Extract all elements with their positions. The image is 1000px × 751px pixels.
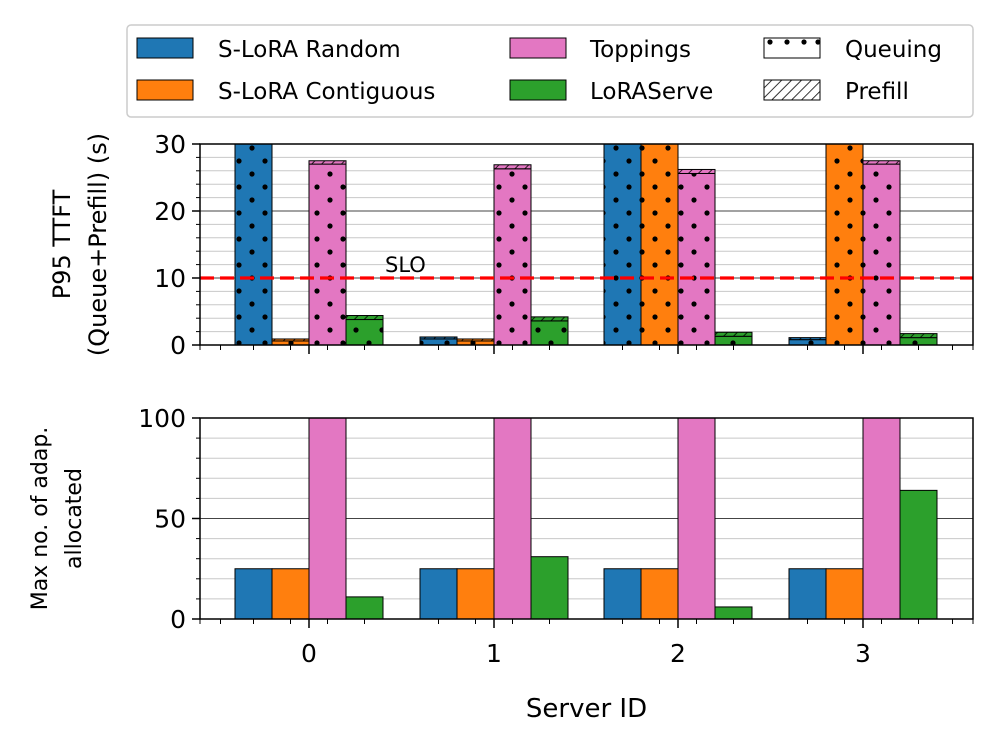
legend-swatch-prefill [763, 79, 821, 101]
legend-label-s-lora-contiguous: S-LoRA Contiguous [218, 79, 435, 105]
legend-swatch-s-lora-contiguous [136, 79, 194, 101]
legend-label-prefill: Prefill [845, 79, 909, 105]
bar [825, 568, 864, 620]
legend-label-queuing: Queuing [845, 37, 942, 63]
y-axis-label: allocated [62, 468, 87, 569]
bar-queuing-dots [420, 338, 457, 345]
bar [530, 556, 569, 620]
bar [271, 568, 310, 620]
bar-prefill-hatch [420, 336, 457, 339]
bar-prefill-hatch [494, 164, 531, 169]
bar-queuing-dots [272, 340, 309, 345]
x-axis-label: Server ID [526, 694, 647, 724]
bar-prefill-hatch [457, 338, 494, 341]
bar-prefill-hatch [531, 316, 568, 321]
plot-frame [199, 143, 974, 346]
bar-queuing-dots [678, 173, 715, 345]
bar-prefill-hatch [272, 338, 309, 341]
bar [419, 568, 458, 620]
bar [899, 489, 938, 620]
legend: S-LoRA Random S-LoRA Contiguous Toppings… [126, 24, 974, 118]
bar-queuing-dots [309, 164, 346, 345]
bar [603, 568, 642, 620]
bar-queuing-dots [531, 320, 568, 345]
y-axis-label: P95 TTFT [48, 189, 76, 299]
y-tick-label: 10 [154, 264, 186, 293]
x-tick-label: 1 [486, 639, 502, 668]
adapters-chart-panel: 0 50 100 0 1 2 3 Server ID Max no. of adap. alloc… [28, 404, 974, 724]
bar-queuing-dots [457, 340, 494, 345]
bar-queuing-dots [863, 164, 900, 345]
y-tick-label: 0 [170, 605, 186, 634]
y-tick-label: 50 [154, 505, 186, 534]
legend-swatch-toppings [509, 37, 567, 59]
legend-swatch-s-lora-random [136, 37, 194, 59]
bar-prefill-hatch [715, 332, 752, 337]
legend-label-loraserve: LoRAServe [590, 79, 713, 105]
legend-swatch-loraserve [509, 79, 567, 101]
bar [308, 417, 347, 620]
bar-queuing-dots [900, 337, 937, 345]
x-tick-label: 2 [670, 639, 686, 668]
legend-queuing-dots [767, 39, 821, 45]
x-tick-label: 3 [855, 639, 871, 668]
x-tick-label: 0 [301, 639, 317, 668]
bar-queuing-dots [641, 144, 678, 345]
bar-prefill-hatch [900, 333, 937, 338]
bar-prefill-hatch [309, 160, 346, 165]
bar-queuing-dots [494, 168, 531, 345]
bar-prefill-hatch [346, 315, 383, 320]
bar-queuing-dots [346, 319, 383, 345]
y-axis-label: (Queue+Prefill) (s) [84, 133, 112, 356]
bar [640, 568, 679, 620]
legend-swatch-queuing [763, 37, 821, 59]
bar-queuing-dots [826, 144, 863, 345]
bar [788, 568, 827, 620]
bar-prefill-hatch [789, 337, 826, 340]
bar [345, 596, 384, 620]
bar-prefill-hatch [678, 169, 715, 174]
bar-prefill-hatch [863, 160, 900, 165]
bar-queuing-dots [604, 144, 641, 345]
bar [234, 568, 273, 620]
bar [677, 417, 716, 620]
bar [493, 417, 532, 620]
bar-queuing-dots [715, 336, 752, 345]
legend-label-s-lora-random: S-LoRA Random [218, 37, 401, 63]
ttft-chart-panel: SLO 0 10 20 30 P95 TTFT (Queue+Prefill) (s) [48, 130, 974, 360]
y-tick-label: 30 [154, 130, 186, 159]
y-axis-label: Max no. of adap. [28, 427, 53, 611]
y-tick-label: 20 [154, 197, 186, 226]
slo-label: SLO [385, 253, 426, 277]
legend-frame [126, 24, 974, 118]
bar [862, 417, 901, 620]
y-tick-label: 100 [138, 404, 186, 433]
legend-label-toppings: Toppings [589, 37, 691, 63]
bar [714, 606, 753, 620]
bar-queuing-dots [235, 144, 272, 345]
bar-queuing-dots [789, 339, 826, 345]
bar [456, 568, 495, 620]
y-tick-label: 0 [170, 331, 186, 360]
